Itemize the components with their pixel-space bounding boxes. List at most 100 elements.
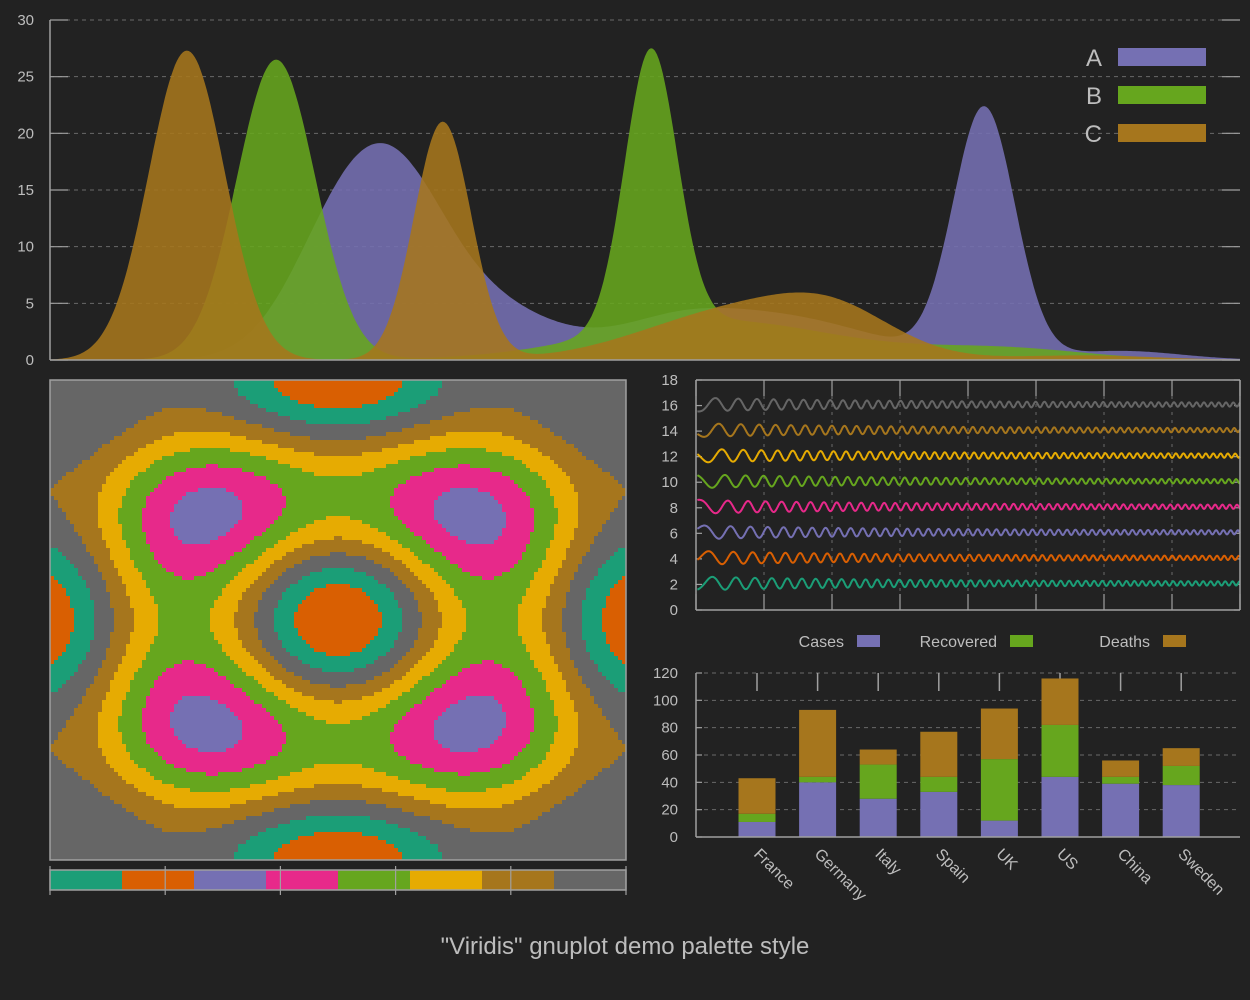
heatmap-cell (350, 412, 355, 417)
heatmap-cell (250, 412, 255, 417)
heatmap-cell (406, 380, 411, 385)
heatmap-cell (306, 400, 311, 405)
heatmap-cell (150, 480, 155, 485)
heatmap-cell (278, 492, 283, 497)
heatmap-cell (466, 420, 471, 425)
heatmap-cell (498, 508, 503, 513)
heatmap-cell (234, 464, 239, 469)
heatmap-cell (222, 436, 227, 441)
heatmap-cell (490, 400, 495, 405)
heatmap-cell (362, 448, 367, 453)
heatmap-cell (242, 500, 247, 505)
heatmap-cell (250, 516, 255, 521)
heatmap-cell (438, 480, 443, 485)
heatmap-cell (478, 488, 483, 493)
heatmap-cell (594, 468, 599, 473)
heatmap-cell (206, 416, 211, 421)
heatmap-cell (390, 392, 395, 397)
heatmap-cell (306, 404, 311, 409)
heatmap-cell (230, 464, 235, 469)
heatmap-cell (146, 488, 151, 493)
heatmap-cell (238, 412, 243, 417)
heatmap-cell (138, 448, 143, 453)
heatmap-cell (286, 456, 291, 461)
heatmap-cell (566, 392, 571, 397)
heatmap-cell (130, 416, 135, 421)
heatmap-cell (338, 436, 343, 441)
heatmap-cell (498, 444, 503, 449)
heatmap-cell (614, 436, 619, 441)
heatmap-cell (430, 436, 435, 441)
heatmap-cell (154, 436, 159, 441)
heatmap-cell (334, 400, 339, 405)
heatmap-cell (478, 412, 483, 417)
heatmap-cell (370, 472, 375, 477)
heatmap-cell (150, 492, 155, 497)
heatmap-cell (590, 488, 595, 493)
heatmap-cell (386, 408, 391, 413)
heatmap-cell (606, 388, 611, 393)
heatmap-cell (430, 420, 435, 425)
heatmap-cell (198, 460, 203, 465)
heatmap-cell (406, 420, 411, 425)
heatmap-cell (406, 404, 411, 409)
heatmap-cell (142, 396, 147, 401)
heatmap-cell (370, 408, 375, 413)
heatmap-cell (450, 396, 455, 401)
heatmap-cell (58, 488, 63, 493)
heatmap-cell (450, 488, 455, 493)
heatmap-cell (210, 480, 215, 485)
heatmap-cell (134, 516, 139, 521)
heatmap-cell (270, 396, 275, 401)
heatmap-cell (86, 516, 91, 521)
heatmap-cell (434, 468, 439, 473)
heatmap-cell (598, 448, 603, 453)
heatmap-cell (246, 384, 251, 389)
heatmap-cell (82, 436, 87, 441)
heatmap-cell (542, 472, 547, 477)
heatmap-cell (606, 508, 611, 513)
heatmap-cell (290, 484, 295, 489)
heatmap-cell (594, 416, 599, 421)
heatmap-cell (354, 508, 359, 513)
heatmap-cell (510, 392, 515, 397)
heatmap-cell (202, 420, 207, 425)
heatmap-cell (506, 464, 511, 469)
heatmap-cell (374, 512, 379, 517)
heatmap-cell (554, 432, 559, 437)
heatmap-cell (422, 404, 427, 409)
heatmap-cell (106, 460, 111, 465)
heatmap-cell (366, 452, 371, 457)
heatmap-cell (218, 504, 223, 509)
heatmap-cell (330, 464, 335, 469)
heatmap-cell (282, 492, 287, 497)
heatmap-cell (338, 424, 343, 429)
heatmap-cell (570, 488, 575, 493)
heatmap-cell (570, 388, 575, 393)
heatmap-cell (426, 476, 431, 481)
heatmap-cell (506, 412, 511, 417)
heatmap-cell (158, 464, 163, 469)
heatmap-cell (322, 424, 327, 429)
heatmap-cell (586, 480, 591, 485)
heatmap-cell (118, 504, 123, 509)
heatmap-cell (622, 472, 626, 477)
heatmap-cell (226, 408, 231, 413)
heatmap-cell (326, 388, 331, 393)
heatmap-cell (102, 432, 107, 437)
heatmap-cell (90, 444, 95, 449)
heatmap-cell (66, 428, 71, 433)
heatmap-cell (110, 456, 115, 461)
heatmap-cell (54, 436, 59, 441)
heatmap-cell (150, 400, 155, 405)
heatmap-cell (114, 484, 119, 489)
heatmap-cell (278, 412, 283, 417)
heatmap-cell (186, 512, 191, 517)
heatmap-cell (530, 488, 535, 493)
heatmap-cell (342, 444, 347, 449)
heatmap-cell (162, 516, 167, 521)
heatmap-cell (434, 392, 439, 397)
heatmap-cell (222, 464, 227, 469)
heatmap-cell (238, 420, 243, 425)
heatmap-cell (494, 464, 499, 469)
